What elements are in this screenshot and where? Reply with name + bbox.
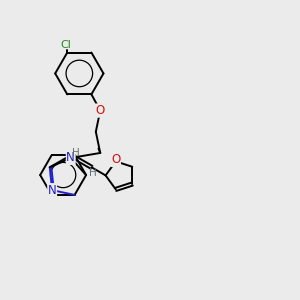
Text: O: O bbox=[96, 104, 105, 117]
Text: H: H bbox=[72, 148, 80, 158]
Text: Cl: Cl bbox=[60, 40, 71, 50]
Text: H: H bbox=[89, 168, 97, 178]
Text: N: N bbox=[66, 152, 75, 164]
Text: N: N bbox=[48, 184, 56, 196]
Text: O: O bbox=[111, 153, 120, 167]
